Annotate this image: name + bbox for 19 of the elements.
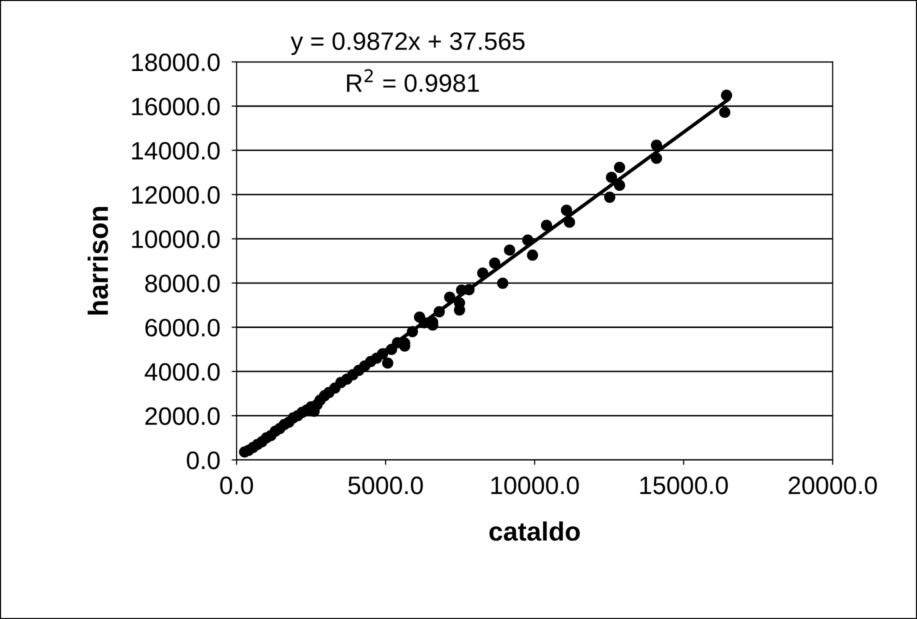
y-tick-label: 10000.0 xyxy=(132,230,220,248)
y-tick-label: 2000.0 xyxy=(145,407,220,425)
y-axis-title: harrison xyxy=(88,207,108,315)
text: y = 0.9872x + 37.565 xyxy=(290,32,524,55)
y-tick-label: 6000.0 xyxy=(145,318,220,337)
x-tick-label: 10000.0 xyxy=(491,476,579,494)
y-tick-label: 14000.0 xyxy=(132,142,220,160)
x-axis-title: cataldo xyxy=(489,521,580,541)
y-tick-label: 12000.0 xyxy=(132,186,220,204)
y-tick-label: 4000.0 xyxy=(144,363,220,381)
y-tick-label: 8000.0 xyxy=(145,274,220,292)
annotation: R$^{2}$ = 0.9981 xyxy=(347,69,479,92)
y-tick-label: 18000.0 xyxy=(132,54,220,72)
x-tick-label: 20000.0 xyxy=(788,476,877,494)
x-tick-label: 15000.0 xyxy=(640,476,728,494)
y-tick-label: 0.0 xyxy=(186,452,220,470)
y-tick-label: 16000.0 xyxy=(132,98,220,116)
x-tick-label: 5000.0 xyxy=(348,476,423,494)
x-tick-label: 0.0 xyxy=(220,476,253,494)
